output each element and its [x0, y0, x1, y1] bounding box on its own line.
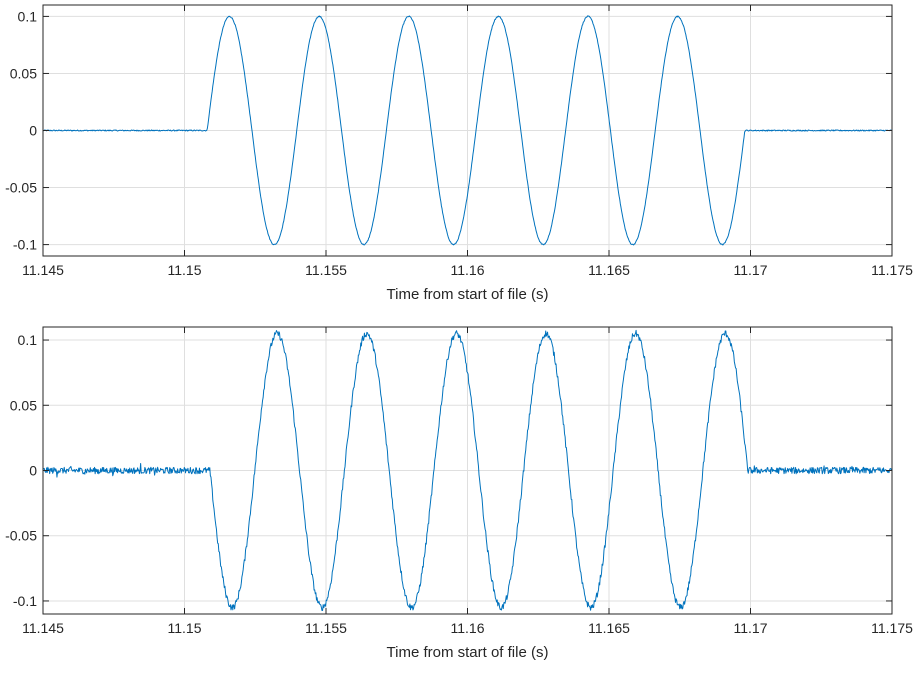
x-tick-label: 11.145 [22, 620, 64, 636]
x-tick-label: 11.155 [305, 262, 347, 278]
x-tick-label: 11.155 [305, 620, 347, 636]
x-tick-label: 11.15 [168, 262, 202, 278]
y-tick-label: -0.1 [13, 237, 37, 253]
y-tick-label: -0.1 [13, 593, 37, 609]
y-tick-label: 0.05 [10, 65, 37, 81]
x-axis-label: Time from start of file (s) [387, 644, 549, 661]
x-tick-label: 11.16 [451, 262, 485, 278]
chart-2: 11.145 11.15 11.155 11.16 11.165 11.17 11.175 0… [5, 326, 913, 661]
y-tick-label: 0 [29, 463, 37, 479]
x-tick-label: 11.17 [734, 620, 768, 636]
y-tick-label: 0.1 [18, 332, 38, 348]
y-tick-label: -0.05 [5, 180, 37, 196]
x-tick-label: 11.145 [22, 262, 64, 278]
chart-1: 11.145 11.15 11.155 11.16 11.165 11.17 11.175 0… [5, 4, 913, 303]
y-tick-label: 0.1 [18, 8, 38, 24]
x-tick-label: 11.16 [451, 620, 485, 636]
y-tick-label: 0.05 [10, 397, 37, 413]
x-tick-label: 11.175 [871, 262, 913, 278]
x-tick-label: 11.165 [588, 620, 630, 636]
x-tick-label: 11.17 [734, 262, 768, 278]
y-tick-label: -0.05 [5, 528, 37, 544]
x-axis-label: Time from start of file (s) [387, 286, 549, 303]
x-tick-label: 11.15 [168, 620, 202, 636]
x-tick-label: 11.165 [588, 262, 630, 278]
y-tick-label: 0 [29, 123, 37, 139]
series-line [42, 15, 893, 246]
x-tick-label: 11.175 [871, 620, 913, 636]
series-line [42, 329, 893, 611]
